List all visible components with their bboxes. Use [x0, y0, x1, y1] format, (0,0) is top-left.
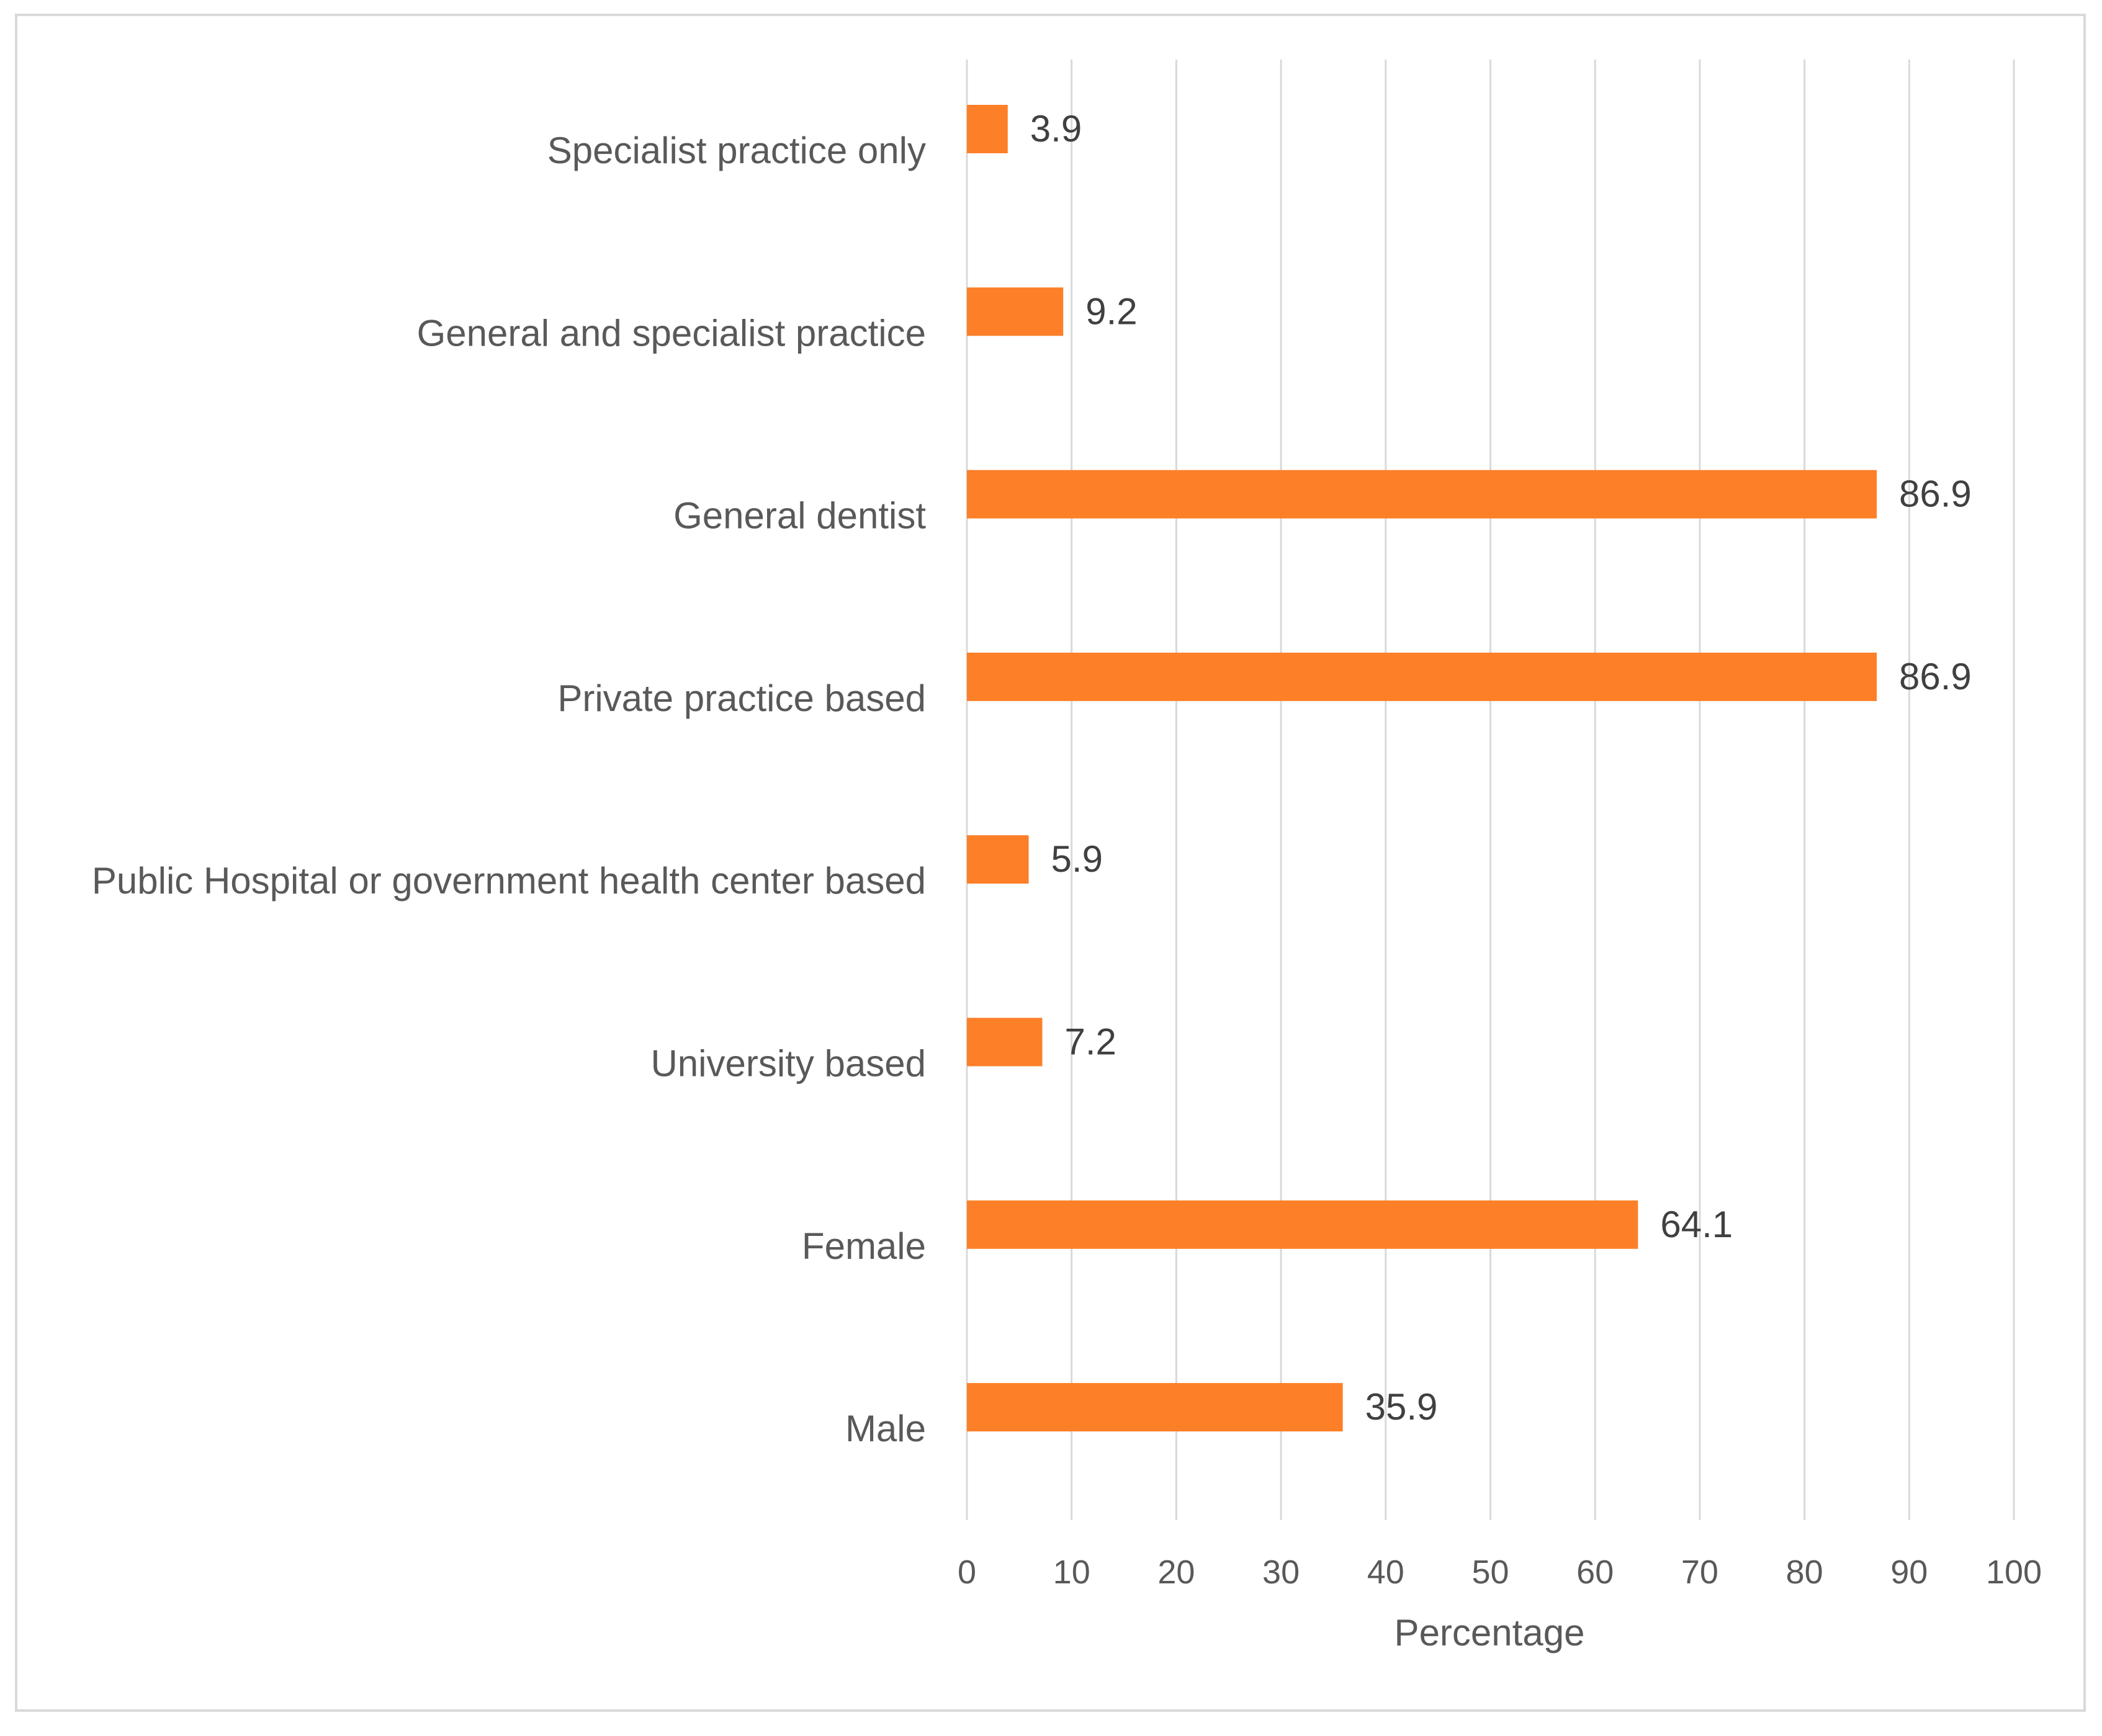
- data-label: 3.9: [1030, 108, 1082, 150]
- x-tick-label: 40: [1367, 1554, 1404, 1591]
- data-label: 7.2: [1064, 1021, 1116, 1063]
- category-label: General and specialist practice: [417, 312, 926, 354]
- x-tick-label: 0: [958, 1554, 976, 1591]
- data-label: 86.9: [1899, 473, 1972, 515]
- data-label: 9.2: [1085, 290, 1137, 332]
- x-tick-label: 30: [1262, 1554, 1300, 1591]
- x-tick-label: 100: [1986, 1554, 2042, 1591]
- category-label: University based: [650, 1043, 926, 1085]
- category-label: Male: [845, 1408, 926, 1449]
- x-tick-label: 70: [1681, 1554, 1718, 1591]
- x-tick-label: 10: [1053, 1554, 1090, 1591]
- bar: [967, 470, 1877, 519]
- data-label: 64.1: [1660, 1204, 1733, 1245]
- gridlines: [966, 60, 2015, 1520]
- bar: [967, 835, 1029, 884]
- bars: [967, 105, 1877, 1432]
- x-tick-label: 50: [1471, 1554, 1509, 1591]
- bar: [967, 1383, 1343, 1432]
- category-label: General dentist: [673, 495, 926, 537]
- data-label: 35.9: [1365, 1386, 1438, 1428]
- x-tick-label: 20: [1157, 1554, 1195, 1591]
- bar: [967, 1200, 1638, 1249]
- bar: [967, 1018, 1043, 1067]
- category-label: Female: [802, 1225, 926, 1267]
- data-labels: 3.9 9.2 86.9 86.9 5.9 7.2 64.1 35.9: [1030, 108, 1972, 1428]
- x-tick-label: 80: [1786, 1554, 1823, 1591]
- x-tick-label: 60: [1576, 1554, 1614, 1591]
- category-label: Public Hospital or government health cen…: [92, 860, 926, 902]
- data-label: 86.9: [1899, 656, 1972, 697]
- category-label: Specialist practice only: [547, 130, 926, 171]
- category-labels: Specialist practice only General and spec…: [92, 130, 926, 1449]
- x-tick-labels: 0 10 20 30 40 50 60 70 80 90 100: [958, 1554, 2042, 1591]
- category-label: Private practice based: [557, 678, 926, 719]
- bar: [967, 652, 1877, 701]
- x-tick-label: 90: [1890, 1554, 1928, 1591]
- data-label: 5.9: [1051, 838, 1103, 880]
- x-axis-title: Percentage: [1395, 1612, 1585, 1653]
- bar: [967, 105, 1008, 153]
- bar: [967, 287, 1064, 336]
